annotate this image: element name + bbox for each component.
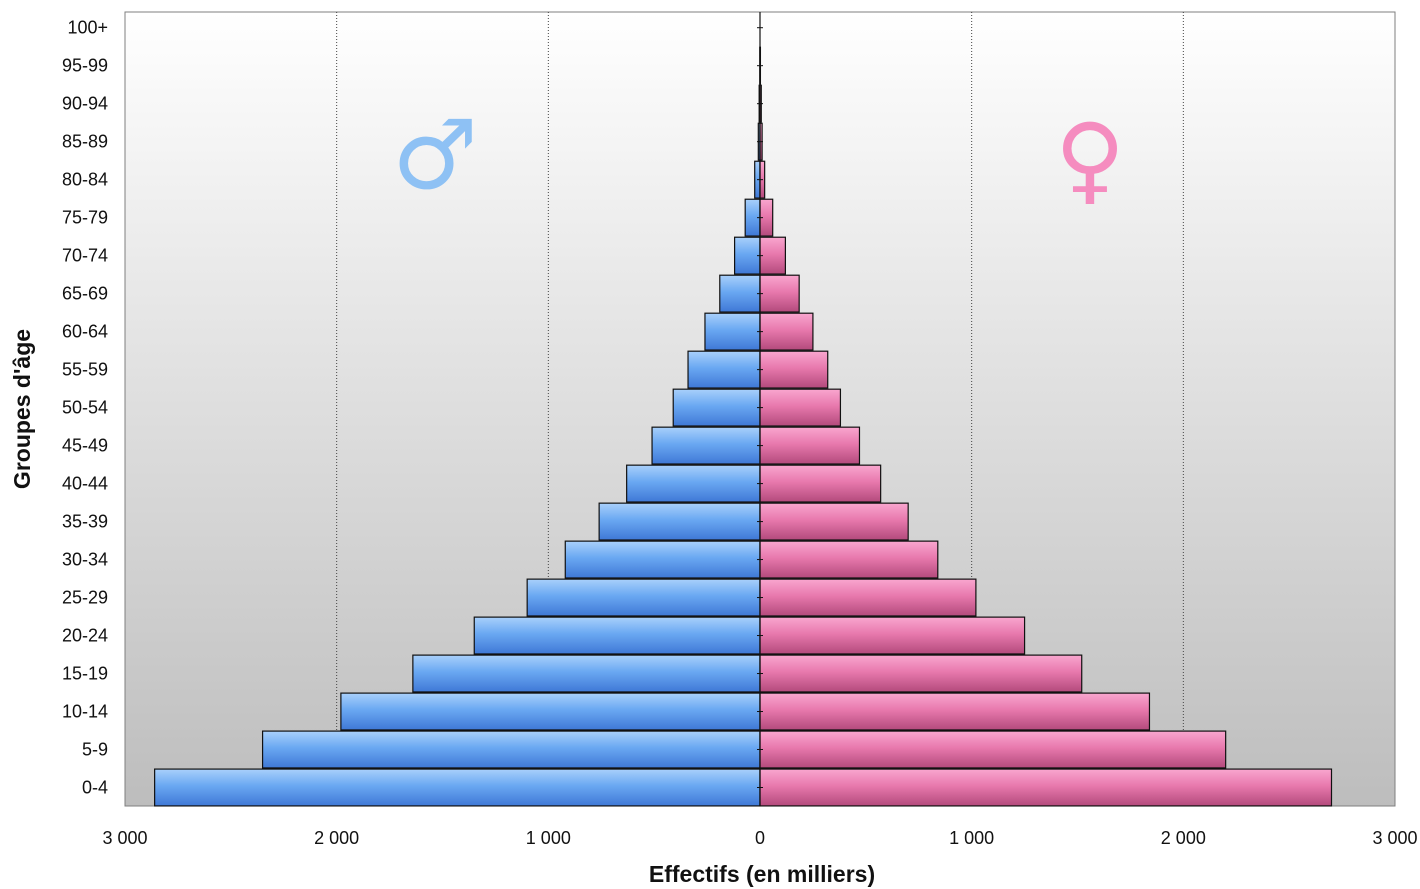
y-tick-label: 80-84 [62,170,108,190]
male-bar-0-4 [154,768,761,807]
male-bar-15-19 [412,654,761,693]
x-tick-label: 3 000 [1372,828,1417,848]
female-bar-65-69 [759,274,800,313]
female-bar-35-39 [759,502,909,541]
axes [757,12,763,806]
male-bar-25-29 [526,578,761,617]
x-tick-label: 2 000 [314,828,359,848]
y-tick-label: 90-94 [62,94,108,114]
female-bar-10-14 [759,692,1151,731]
x-tick-label: 0 [755,828,765,848]
female-bar-50-54 [759,388,842,427]
x-axis-title: Effectifs (en milliers) [649,861,875,887]
male-bar-5-9 [261,730,761,769]
male-bar-55-59 [687,350,761,389]
male-bar-20-24 [473,616,761,655]
female-bar-60-64 [759,312,814,351]
y-tick-label: 45-49 [62,436,108,456]
female-bar-70-74 [759,236,786,275]
female-bar-20-24 [759,616,1026,655]
x-tick-label: 2 000 [1161,828,1206,848]
gridlines [336,12,1184,806]
y-tick-label: 0-4 [82,778,108,798]
x-tick-labels: 3 000 2 000 1 000 0 1 000 2 000 3 000 [102,828,1417,848]
y-tick-label: 25-29 [62,588,108,608]
female-bar-30-34 [759,540,939,579]
female-bar-0-4 [759,768,1333,807]
y-axis-title: Groupes d'âge [9,329,35,489]
male-bar-60-64 [704,312,761,351]
x-tick-label: 3 000 [102,828,147,848]
male-bar-10-14 [340,692,761,731]
y-tick-label: 10-14 [62,702,108,722]
male-symbol: ♂ [392,99,478,211]
y-tick-label: 85-89 [62,132,108,152]
y-tick-label: 95-99 [62,56,108,76]
male-bar-40-44 [626,464,761,503]
female-bar-40-44 [759,464,882,503]
x-tick-label: 1 000 [526,828,571,848]
male-bar-30-34 [564,540,761,579]
y-tick-labels: 0-4 5-9 10-14 15-19 20-24 25-29 30-34 35-39 40-4… [62,18,108,798]
y-tick-label: 15-19 [62,664,108,684]
y-tick-label: 60-64 [62,322,108,342]
male-bar-45-49 [651,426,761,465]
y-tick-label: 50-54 [62,398,108,418]
y-tick-label: 75-79 [62,208,108,228]
female-bar-5-9 [759,730,1227,769]
female-bar-25-29 [759,578,977,617]
y-tick-label: 20-24 [62,626,108,646]
female-bar-45-49 [759,426,861,465]
y-tick-label: 35-39 [62,512,108,532]
y-tick-label: 5-9 [82,740,108,760]
y-tick-label: 40-44 [62,474,108,494]
male-bar-50-54 [672,388,761,427]
male-bar-70-74 [733,236,761,275]
y-tick-label: 30-34 [62,550,108,570]
x-tick-label: 1 000 [949,828,994,848]
y-tick-label: 55-59 [62,360,108,380]
y-tick-label: 100+ [67,18,108,38]
female-symbol: ♀ [1055,103,1125,215]
male-bar-35-39 [598,502,761,541]
y-tick-label: 65-69 [62,284,108,304]
female-bar-15-19 [759,654,1083,693]
female-bar-55-59 [759,350,829,389]
y-tick-label: 70-74 [62,246,108,266]
male-bar-65-69 [719,274,761,313]
